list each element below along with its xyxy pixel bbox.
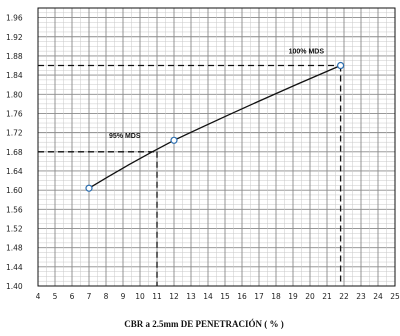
y-tick-label: 1.64 xyxy=(6,167,23,176)
series-line xyxy=(88,64,341,189)
x-tick-label: 21 xyxy=(322,292,332,301)
y-tick-label: 1.52 xyxy=(6,224,23,233)
x-tick-label: 7 xyxy=(87,292,92,301)
y-tick-label: 1.96 xyxy=(6,14,23,23)
y-tick-label: 1.84 xyxy=(6,71,23,80)
data-point xyxy=(85,184,93,192)
x-tick-label: 23 xyxy=(356,292,366,301)
x-tick-label: 15 xyxy=(220,292,230,301)
x-tick-label: 12 xyxy=(169,292,179,301)
tick-labels: 1.40 1.44 1.48 1.52 1.56 1.60 1.64 1.68 1.72 1.76… xyxy=(6,14,400,301)
y-tick-label: 1.56 xyxy=(6,205,23,214)
x-tick-label: 6 xyxy=(70,292,75,301)
x-tick-label: 18 xyxy=(271,292,281,301)
annotations: 100% MDS 95% MDS xyxy=(109,49,324,140)
annotation-100-mds: 100% MDS xyxy=(289,49,325,56)
y-tick-label: 1.48 xyxy=(6,244,23,253)
x-tick-label: 13 xyxy=(186,292,196,301)
grid xyxy=(37,7,396,287)
annotation-95-mds: 95% MDS xyxy=(109,133,141,140)
x-tick-label: 11 xyxy=(152,292,162,301)
y-tick-label: 1.72 xyxy=(6,129,23,138)
data-point xyxy=(170,136,178,144)
y-tick-label: 1.80 xyxy=(6,90,23,99)
x-tick-label: 20 xyxy=(305,292,315,301)
x-tick-label: 5 xyxy=(53,292,58,301)
x-tick-label: 19 xyxy=(288,292,298,301)
x-tick-label: 9 xyxy=(121,292,126,301)
x-tick-label: 24 xyxy=(373,292,383,301)
y-tick-label: 1.44 xyxy=(6,263,23,272)
y-tick-label: 1.60 xyxy=(6,186,23,195)
x-tick-label: 4 xyxy=(36,292,41,301)
x-tick-label: 10 xyxy=(135,292,145,301)
y-tick-label: 1.92 xyxy=(6,33,23,42)
x-tick-label: 17 xyxy=(254,292,264,301)
data-series xyxy=(85,61,345,192)
y-tick-label: 1.68 xyxy=(6,148,23,157)
plot-frame xyxy=(37,7,396,287)
x-tick-label: 25 xyxy=(390,292,400,301)
x-tick-label: 16 xyxy=(237,292,247,301)
y-tick-label: 1.40 xyxy=(6,282,23,291)
data-point xyxy=(337,61,345,70)
x-tick-label: 22 xyxy=(339,292,349,301)
y-tick-label: 1.76 xyxy=(6,109,23,118)
reference-lines xyxy=(38,64,342,286)
y-tick-label: 1.88 xyxy=(6,52,23,61)
x-axis-label: CBR a 2.5mm DE PENETRACIÓN ( % ) xyxy=(124,319,284,329)
x-tick-label: 8 xyxy=(104,292,109,301)
x-tick-label: 14 xyxy=(203,292,213,301)
